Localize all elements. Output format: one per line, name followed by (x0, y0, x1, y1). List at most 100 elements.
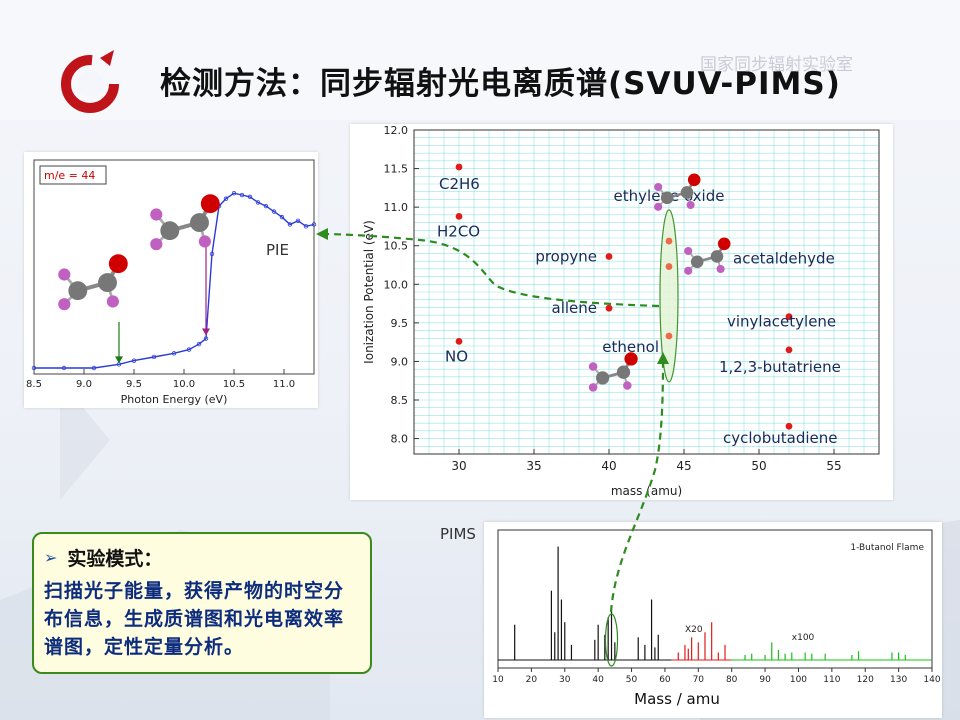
data-point (455, 337, 463, 345)
pie-data-point (209, 251, 215, 257)
point-label: ethenol (602, 338, 659, 356)
y-tick-label: 11.5 (384, 163, 409, 176)
ethylene-oxide-molecule-icon (654, 173, 701, 211)
pie-data-point (186, 347, 192, 352)
pie-x-axis-label: Photon Energy (eV) (121, 393, 228, 406)
data-point (605, 304, 613, 312)
data-point (785, 422, 793, 430)
ms-x-tick-label: 30 (559, 675, 571, 685)
pie-data-point (295, 218, 301, 223)
ethenol-molecule-icon (588, 352, 638, 392)
ms-x-tick-label: 40 (592, 675, 604, 685)
y-tick-label: 8.5 (391, 394, 409, 407)
pie-data-point (203, 336, 209, 341)
pie-data-point (263, 203, 269, 209)
pie-panel: 8.5 9.0 9.5 10.0 10.5 11.0 Photon Energy (eV) m… (24, 152, 318, 408)
x-tick-label: 35 (526, 459, 541, 473)
ms-x-tick-label: 60 (659, 675, 671, 685)
data-point (665, 237, 673, 245)
pie-plot-frame (33, 159, 315, 375)
point-label: vinylacetylene (727, 313, 836, 331)
ms-x-tick-label: 50 (626, 675, 638, 685)
x-tick-label: 30 (451, 459, 466, 473)
y-tick-label: 12.0 (384, 124, 409, 137)
ms-x-tick-label: 70 (693, 675, 705, 685)
y-tick-label: 9.0 (391, 355, 409, 368)
box-body: 扫描光子能量，获得产物的时空分布信息，生成质谱图和光电离效率谱图，定性定量分析。 (44, 580, 345, 658)
data-point (605, 253, 613, 260)
pie-x-tick-label: 10.5 (223, 379, 245, 390)
pims-panel: 10 20 30 40 50 60 70 80 90 100 110 120 130 140 Mass / … (484, 522, 942, 718)
y-tick-label: 10.0 (384, 278, 409, 291)
x-axis-label: mass (amu) (611, 484, 682, 498)
pie-data-point (151, 354, 157, 360)
arrow-head-icon (115, 356, 123, 364)
mass-spectrum-chart: 10 20 30 40 50 60 70 80 90 100 110 120 130 140 Mass / … (492, 529, 941, 708)
point-label: allene (552, 299, 598, 317)
ms-annotation: X20 (685, 625, 703, 635)
point-label: 1,2,3-butatriene (719, 358, 841, 376)
x-tick-label: 40 (601, 459, 616, 473)
pie-data-point (271, 209, 277, 214)
x-tick-label: 55 (826, 459, 841, 473)
acetaldehyde-molecule-icon (684, 237, 731, 275)
ms-x-tick-label: 110 (823, 675, 840, 685)
pie-data-point (255, 200, 261, 205)
pie-x-tick-label: 9.5 (126, 379, 142, 390)
ms-x-tick-label: 90 (759, 675, 771, 685)
watermark: 国家同步辐射实验室 (700, 55, 853, 75)
ms-x-tick-label: 120 (857, 675, 874, 685)
experiment-mode-box: ➢ 实验模式： 扫描光子能量，获得产物的时空分布信息，生成质谱图和光电离效率谱图… (32, 532, 372, 674)
y-tick-label: 8.0 (391, 433, 409, 446)
pie-data-point (223, 196, 229, 201)
arrow-head-icon (202, 328, 210, 336)
pie-data-point (239, 192, 245, 198)
arrow-bullet-icon: ➢ (44, 548, 58, 567)
pie-x-tick-label: 8.5 (26, 379, 42, 390)
pie-data-point (61, 365, 67, 371)
data-point (455, 163, 463, 171)
point-label: H2CO (437, 222, 480, 240)
pie-data-point (131, 358, 137, 363)
page-title: 检测方法：同步辐射光电离质谱(SVUV-PIMS) (160, 66, 841, 102)
ms-x-tick-label: 100 (790, 675, 807, 685)
x-tick-label: 50 (751, 459, 766, 473)
pie-x-tick-label: 10.0 (173, 379, 195, 390)
annotation-box (39, 165, 107, 185)
ms-title: 1-Butanol Flame (850, 543, 924, 553)
ms-x-tick-label: 130 (890, 675, 907, 685)
point-label: cyclobutadiene (723, 429, 837, 447)
data-point (665, 263, 673, 270)
pie-data-point (196, 341, 202, 347)
ms-x-axis-label: Mass / amu (634, 690, 720, 708)
ms-x-tick-label: 140 (923, 675, 940, 685)
ms-x-tick-label: 10 (492, 675, 504, 685)
mass-44-peak-ellipse (604, 613, 619, 667)
y-tick-label: 10.5 (384, 240, 409, 253)
ethenol-molecule-icon (58, 254, 128, 311)
ms-plot-frame (497, 529, 933, 669)
ip-scatter-chart: 30 35 40 45 50 55 8.0 8.5 9.0 9.5 10.0 10.5 11.0 11.5… (362, 124, 880, 498)
pie-annotation: m/e = 44 (44, 169, 95, 182)
ms-annotation: x100 (792, 633, 815, 643)
data-point (665, 332, 673, 340)
pie-x-tick-label: 11.0 (273, 379, 295, 390)
pie-data-point (279, 214, 285, 220)
pie-data-point (171, 351, 177, 356)
acetaldehyde-molecule-icon (150, 194, 220, 251)
y-tick-label: 9.5 (391, 317, 409, 330)
point-label: NO (445, 347, 468, 365)
pie-data-point (287, 222, 293, 227)
data-point (785, 346, 793, 354)
pie-data-point (31, 365, 37, 371)
pie-data-point (247, 194, 253, 200)
data-point (455, 213, 463, 220)
ip-chart-panel: 30 35 40 45 50 55 8.0 8.5 9.0 9.5 10.0 10.5 11.0 11.5… (350, 124, 893, 500)
point-label: C2H6 (439, 175, 480, 193)
y-axis-label: Ionization Potential (eV) (362, 220, 376, 364)
y-tick-label: 11.0 (384, 201, 409, 214)
point-label: propyne (535, 248, 597, 266)
institution-logo (61, 50, 119, 113)
ms-x-tick-label: 20 (526, 675, 538, 685)
pims-label: PIMS (440, 525, 476, 543)
